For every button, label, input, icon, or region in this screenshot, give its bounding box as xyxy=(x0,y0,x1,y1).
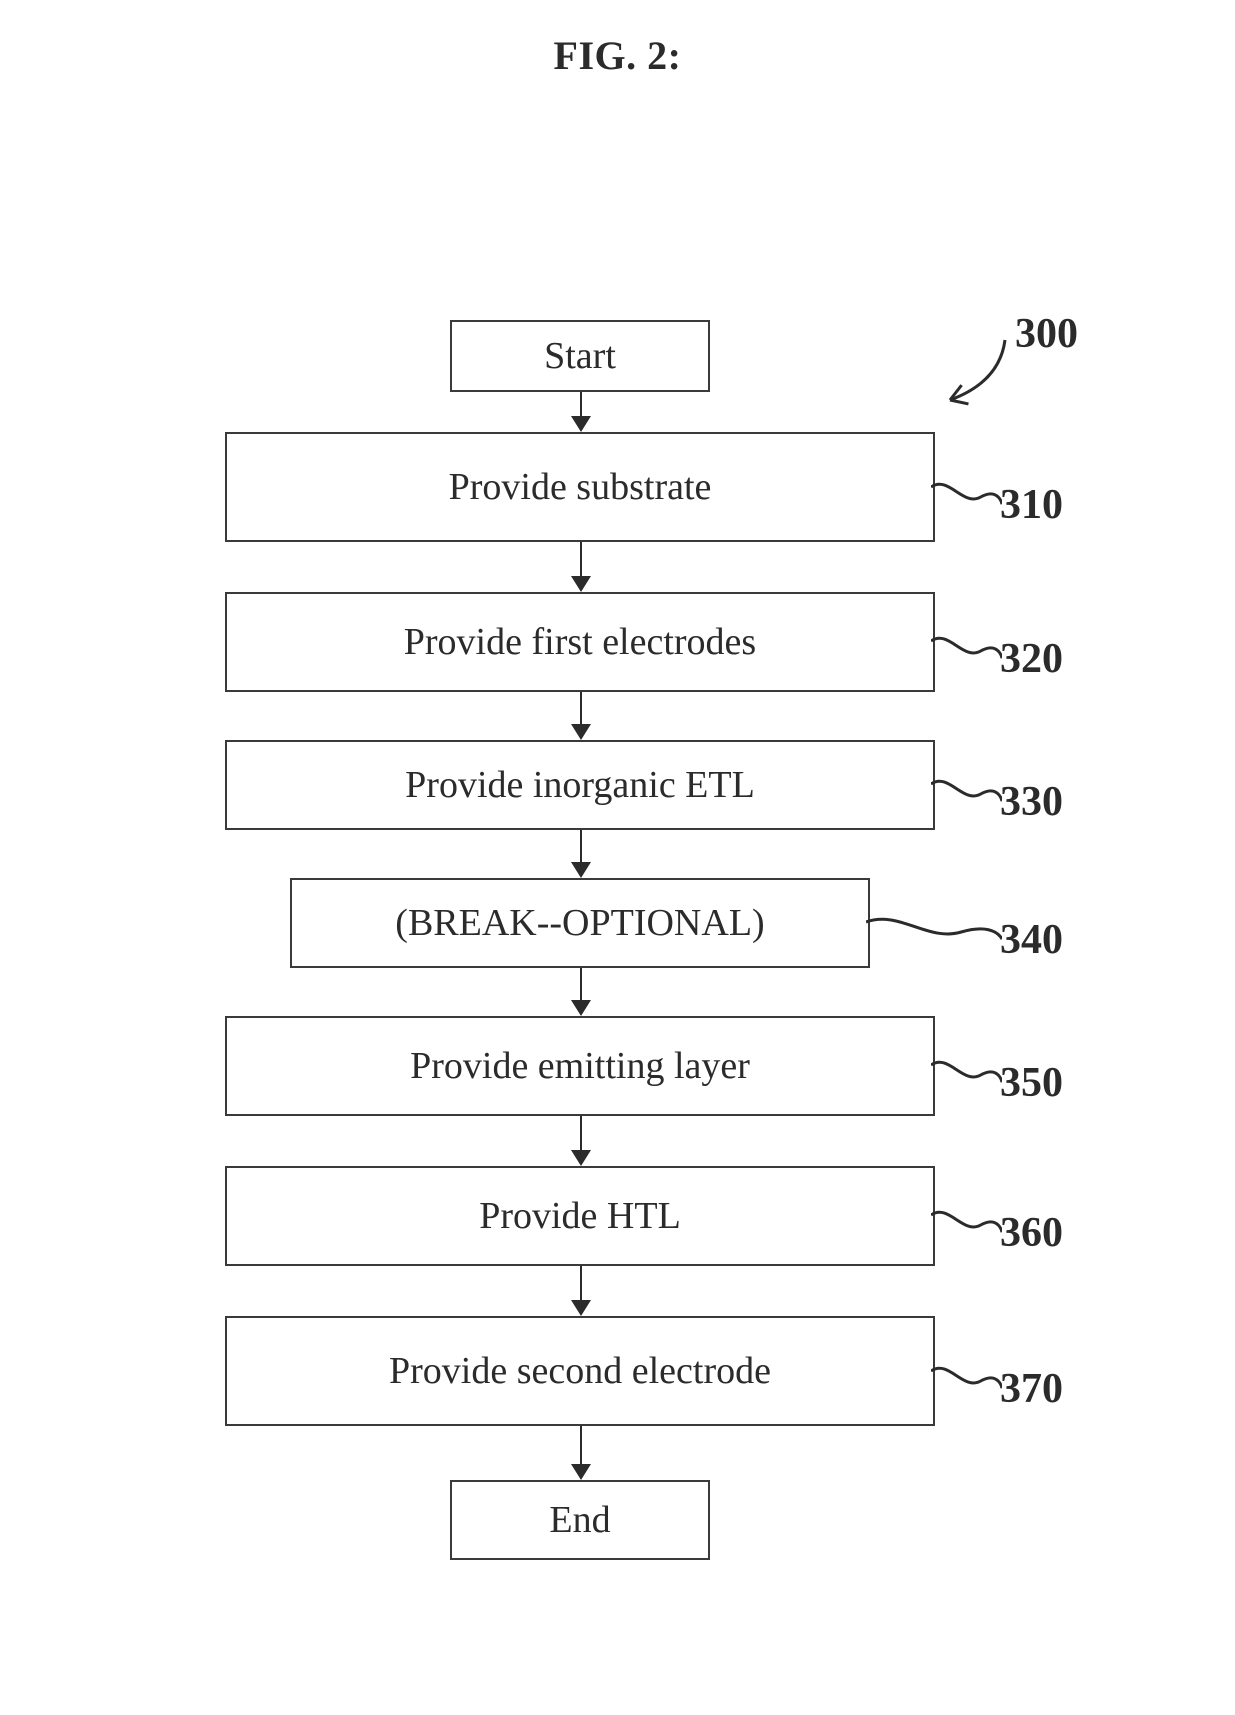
ref-label-310: 310 xyxy=(1000,481,1063,529)
ref-label-350: 350 xyxy=(1000,1059,1063,1107)
flowchart-node-label: Provide first electrodes xyxy=(404,620,756,664)
ref-label-360: 360 xyxy=(1000,1209,1063,1257)
flowchart-edge-n320-to-n330 xyxy=(580,692,582,738)
lead-line-320 xyxy=(931,627,1002,667)
flowchart-node-start: Start xyxy=(450,320,710,392)
ref-label-320: 320 xyxy=(1000,635,1063,683)
ref-label-330: 330 xyxy=(1000,778,1063,826)
ref-label-370: 370 xyxy=(1000,1365,1063,1413)
page: FIG. 2: StartProvide substrate310Provide… xyxy=(0,0,1235,1715)
flowchart-edge-start-to-n310 xyxy=(580,392,582,430)
lead-line-340 xyxy=(866,908,1002,948)
lead-line-350 xyxy=(931,1051,1002,1091)
flowchart-node-label: Start xyxy=(544,334,616,378)
flowchart-edge-n360-to-n370 xyxy=(580,1266,582,1314)
flowchart-node-label: Provide HTL xyxy=(479,1194,681,1238)
lead-line-310 xyxy=(931,473,1002,513)
flowchart-edge-n340-to-n350 xyxy=(580,968,582,1014)
flowchart-node-n360: Provide HTL xyxy=(225,1166,935,1266)
flowchart-edge-n350-to-n360 xyxy=(580,1116,582,1164)
ref-label-340: 340 xyxy=(1000,916,1063,964)
flowchart-node-n310: Provide substrate xyxy=(225,432,935,542)
flowchart-node-n330: Provide inorganic ETL xyxy=(225,740,935,830)
flowchart-node-n370: Provide second electrode xyxy=(225,1316,935,1426)
flowchart-node-label: Provide emitting layer xyxy=(410,1044,750,1088)
flowchart-node-label: Provide second electrode xyxy=(389,1349,771,1393)
flowchart-node-label: Provide substrate xyxy=(449,465,712,509)
flowchart-node-n350: Provide emitting layer xyxy=(225,1016,935,1116)
lead-line-360 xyxy=(931,1201,1002,1241)
ref-label-300: 300 xyxy=(1015,310,1078,358)
flowchart-node-label: End xyxy=(549,1498,610,1542)
lead-line-330 xyxy=(931,770,1002,810)
flowchart: Start Provide substrate 310 Provide first e… xyxy=(0,0,1235,1715)
flowchart-edge-n330-to-n340 xyxy=(580,830,582,876)
flowchart-node-label: (BREAK--OPTIONAL) xyxy=(395,901,764,945)
flowchart-node-n340: (BREAK--OPTIONAL) xyxy=(290,878,870,968)
flowchart-edge-n310-to-n320 xyxy=(580,542,582,590)
flowchart-node-n320: Provide first electrodes xyxy=(225,592,935,692)
flowchart-edge-n370-to-end xyxy=(580,1426,582,1478)
flowchart-node-end: End xyxy=(450,1480,710,1560)
flowchart-node-label: Provide inorganic ETL xyxy=(405,763,755,807)
lead-line-370 xyxy=(931,1357,1002,1397)
